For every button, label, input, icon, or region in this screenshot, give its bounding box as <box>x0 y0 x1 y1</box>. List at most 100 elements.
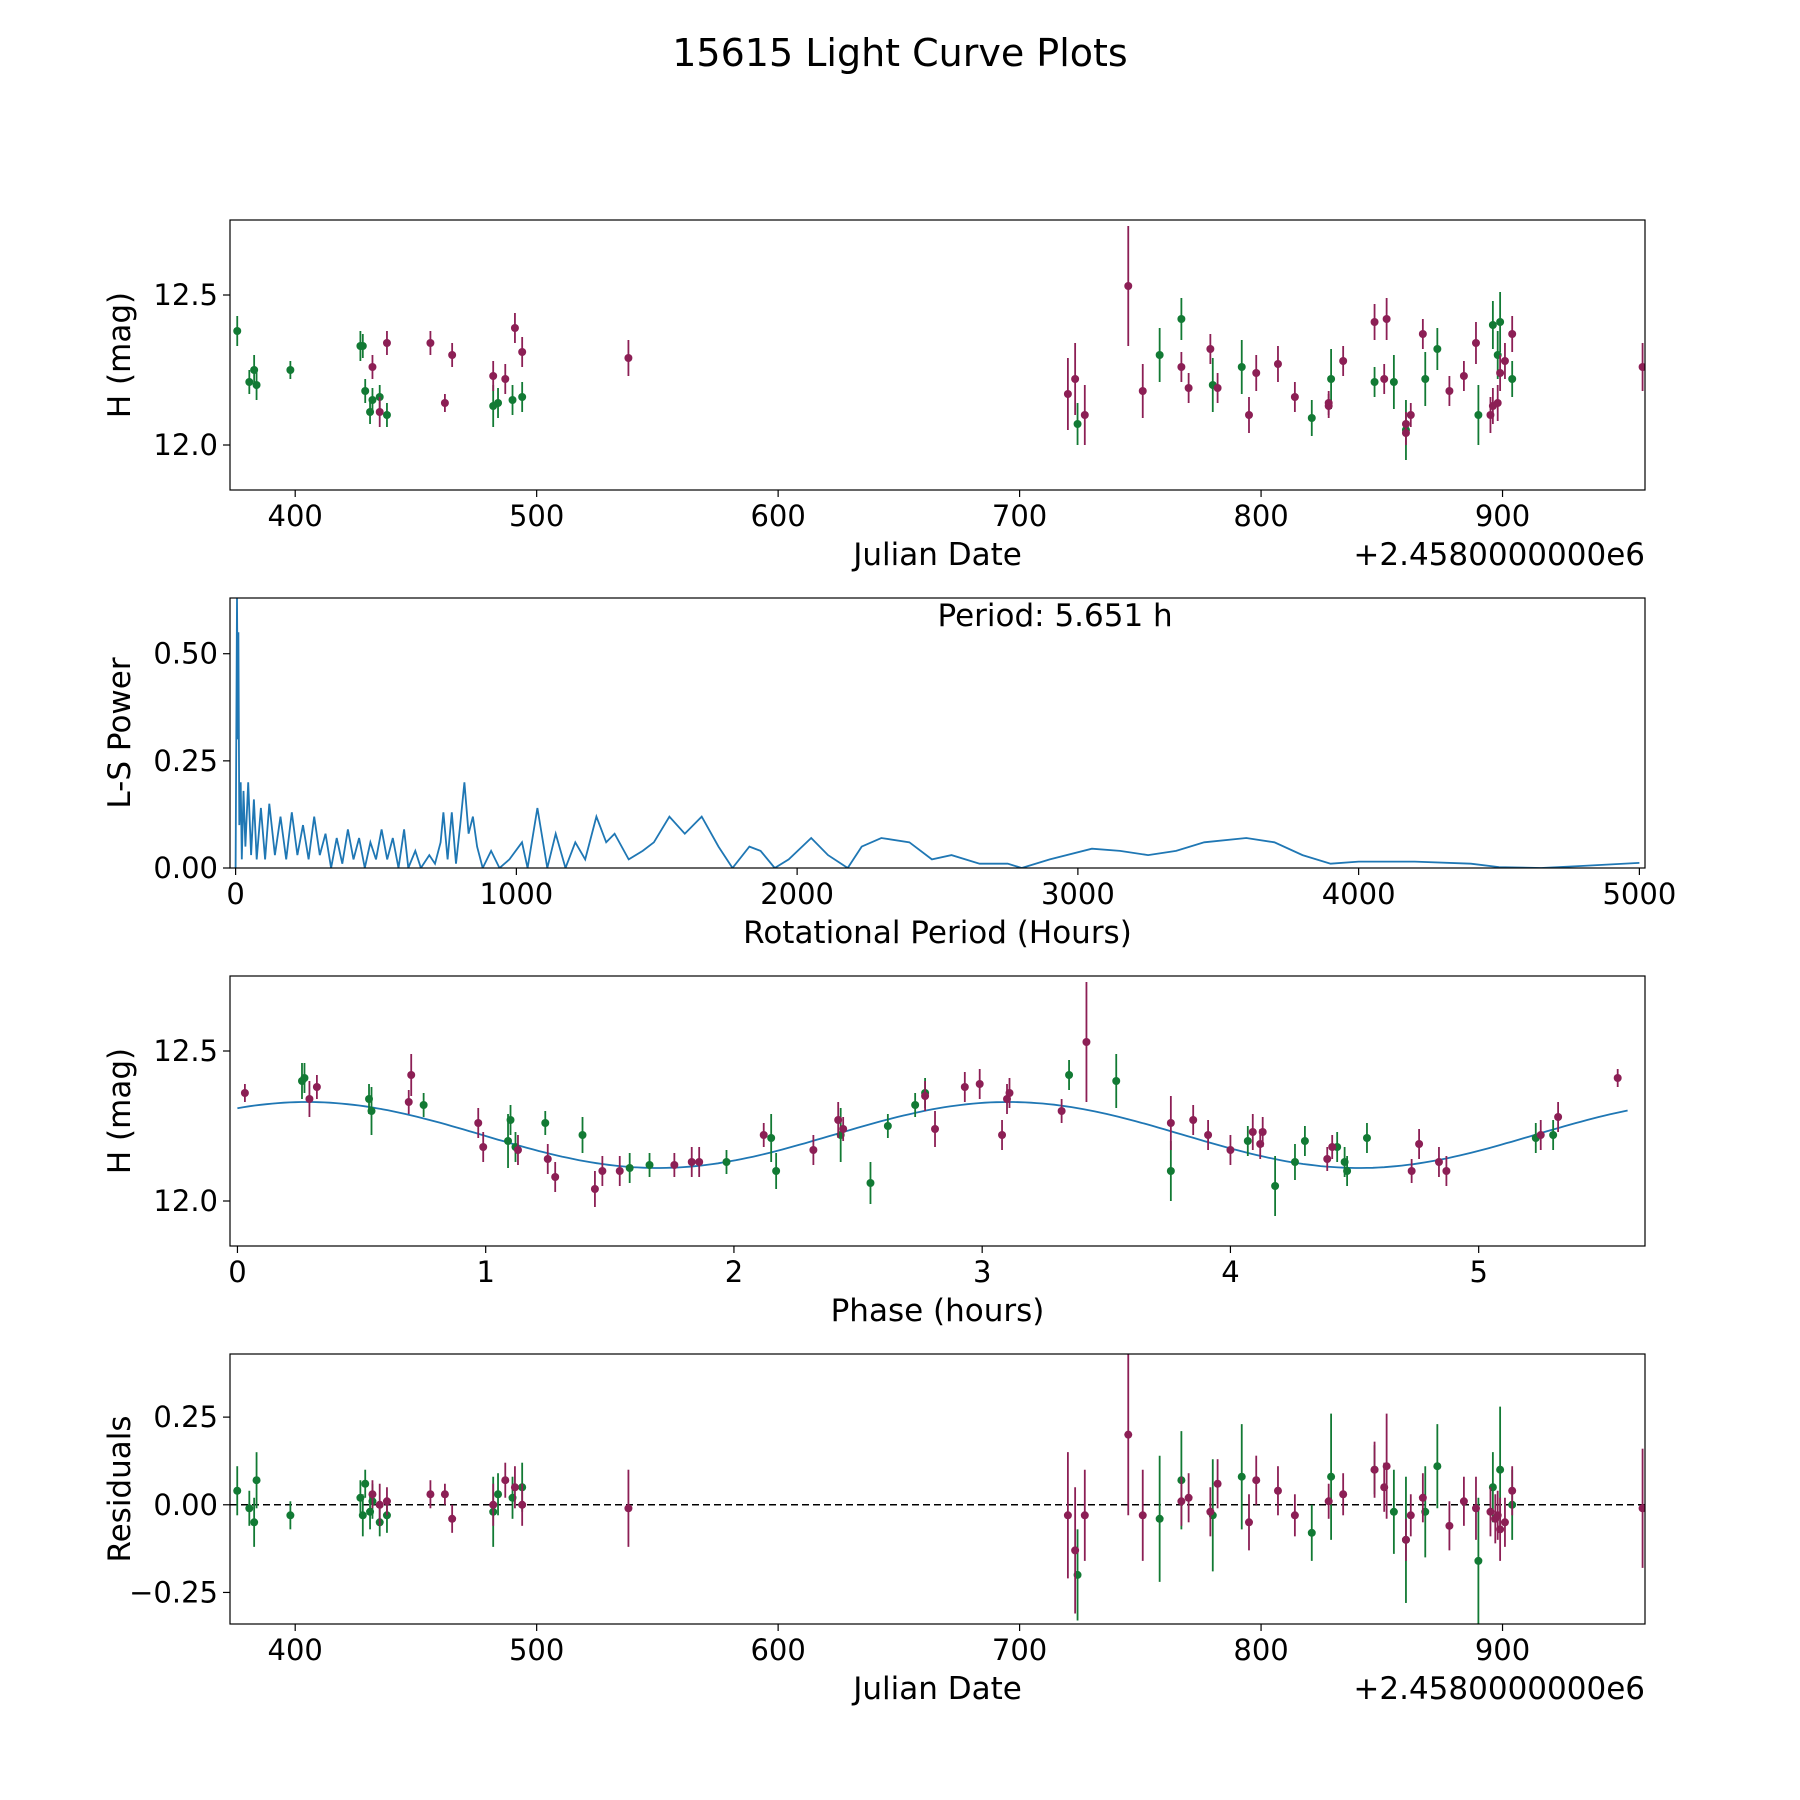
data-point-magenta <box>1252 369 1261 377</box>
data-point-magenta <box>615 1167 624 1175</box>
x-tick-label: 0 <box>228 1255 246 1289</box>
data-point-magenta <box>1204 1131 1213 1139</box>
data-point-magenta <box>590 1185 599 1193</box>
data-point-green <box>504 1137 513 1145</box>
data-point-magenta <box>1063 390 1072 398</box>
data-point-magenta <box>1063 1511 1072 1520</box>
data-point-green <box>1327 1472 1336 1481</box>
data-point-magenta <box>1244 411 1253 419</box>
x-axis-label: Phase (hours) <box>831 1293 1045 1329</box>
x-tick-label: 400 <box>268 499 323 533</box>
data-point-green <box>1243 1137 1252 1145</box>
x-tick-label: 1000 <box>479 877 553 911</box>
data-point-magenta <box>368 1490 377 1499</box>
data-point-green <box>1307 1528 1316 1537</box>
data-point-green <box>1177 315 1186 323</box>
data-point-magenta <box>998 1131 1007 1139</box>
data-point-magenta <box>1124 282 1133 290</box>
data-point-magenta <box>1273 1486 1282 1495</box>
data-point-green <box>358 342 367 350</box>
figure-title: 15615 Light Curve Plots <box>672 31 1127 75</box>
data-point-green <box>233 1486 242 1495</box>
data-point-magenta <box>1213 384 1222 392</box>
data-point-green <box>1389 1507 1398 1516</box>
data-point-green <box>1474 411 1483 419</box>
data-point-magenta <box>1500 1518 1509 1527</box>
data-point-green <box>508 396 517 404</box>
data-point-magenta <box>1406 411 1415 419</box>
x-tick-label: 2 <box>725 1255 743 1289</box>
data-point-green <box>518 393 527 401</box>
data-point-green <box>1073 420 1082 428</box>
y-tick-label: −0.25 <box>129 1575 218 1609</box>
y-tick-label: 0.25 <box>153 1400 218 1434</box>
data-point-magenta <box>1442 1167 1451 1175</box>
data-point-magenta <box>1370 318 1379 326</box>
data-point-green <box>1237 363 1246 371</box>
y-tick-label: 12.0 <box>153 1184 218 1218</box>
data-point-magenta <box>1082 1038 1091 1046</box>
data-point-green <box>1065 1071 1074 1079</box>
data-point-magenta <box>518 348 527 356</box>
x-tick-label: 5000 <box>1602 877 1676 911</box>
y-tick-label: 0.00 <box>153 1488 218 1522</box>
x-tick-label: 700 <box>992 1633 1047 1667</box>
data-point-green <box>866 1179 875 1187</box>
data-point-green <box>625 1164 634 1172</box>
data-point-green <box>578 1131 587 1139</box>
data-point-green <box>883 1122 892 1130</box>
data-point-magenta <box>1471 1504 1480 1513</box>
res-plot-area <box>230 1354 1645 1624</box>
data-point-green <box>722 1158 731 1166</box>
data-point-magenta <box>382 1497 391 1506</box>
x-axis-offset-text: +2.4580000000e6 <box>1353 1671 1645 1707</box>
data-point-green <box>419 1101 428 1109</box>
ls-panel: 0 1000 2000 3000 4000 5000 0.00 0.25 0.50 Rotatio… <box>102 597 1676 951</box>
data-point-magenta <box>1057 1107 1066 1115</box>
data-point-magenta <box>1459 1497 1468 1506</box>
data-point-magenta <box>1496 1525 1505 1534</box>
data-point-magenta <box>513 1146 522 1154</box>
ls-plot-area <box>234 598 1640 868</box>
data-point-magenta <box>1536 1131 1545 1139</box>
data-point-magenta <box>1434 1158 1443 1166</box>
x-tick-label: 3 <box>973 1255 991 1289</box>
x-tick-label: 700 <box>992 499 1047 533</box>
data-point-green <box>1433 345 1442 353</box>
data-point-green <box>494 399 503 407</box>
data-point-green <box>245 1504 254 1513</box>
data-point-green <box>286 366 295 374</box>
data-point-green <box>1389 378 1398 386</box>
data-point-magenta <box>1415 1140 1424 1148</box>
data-point-magenta <box>1370 1465 1379 1474</box>
data-point-magenta <box>440 1490 449 1499</box>
data-point-magenta <box>1177 1497 1186 1506</box>
data-point-green <box>494 1490 503 1499</box>
data-point-magenta <box>931 1125 940 1133</box>
data-point-magenta <box>1290 393 1299 401</box>
x-tick-label: 4000 <box>1322 877 1396 911</box>
data-point-magenta <box>1382 1462 1391 1471</box>
data-point-magenta <box>1258 1128 1267 1136</box>
data-point-magenta <box>1401 1535 1410 1544</box>
data-point-magenta <box>1138 1511 1147 1520</box>
data-point-green <box>1488 321 1497 329</box>
data-point-green <box>506 1116 515 1124</box>
data-point-magenta <box>1493 399 1502 407</box>
res-axes-frame <box>229 1353 1646 1625</box>
data-point-green <box>361 1479 370 1488</box>
data-point-magenta <box>501 1476 510 1485</box>
data-point-magenta <box>1189 1116 1198 1124</box>
data-point-magenta <box>518 1500 527 1509</box>
data-point-magenta <box>834 1116 843 1124</box>
data-point-magenta <box>1177 363 1186 371</box>
data-point-magenta <box>1213 1479 1222 1488</box>
x-tick-label: 400 <box>268 1633 323 1667</box>
data-point-green <box>361 387 370 395</box>
data-point-magenta <box>1406 1511 1415 1520</box>
y-axis-label: H (mag) <box>102 1048 138 1174</box>
data-point-green <box>1271 1182 1280 1190</box>
data-point-green <box>645 1161 654 1169</box>
data-point-green <box>1166 1167 1175 1175</box>
data-point-magenta <box>1508 1486 1517 1495</box>
